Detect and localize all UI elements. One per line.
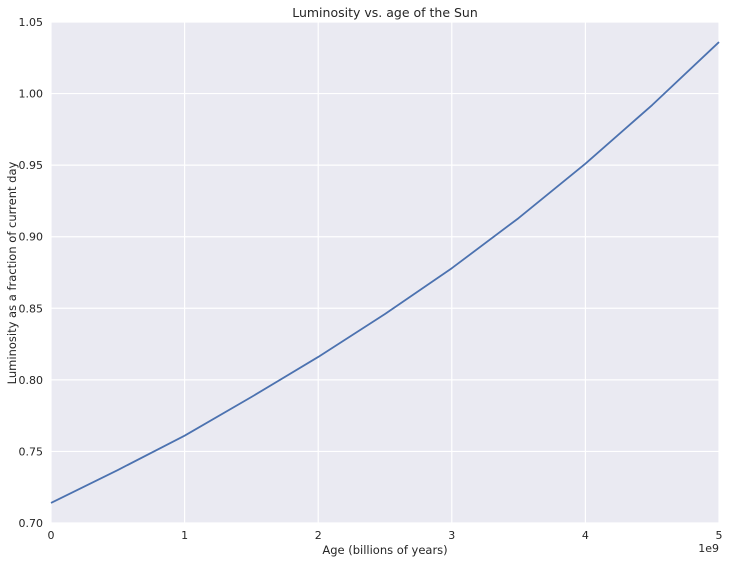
x-tick-label: 2: [315, 529, 322, 542]
y-tick-label: 0.95: [19, 159, 44, 172]
series-layer: [50, 41, 720, 504]
grid-lines: [50, 21, 720, 524]
x-tick-label: 1: [181, 529, 188, 542]
y-axis-label: Luminosity as a fraction of current day: [5, 161, 19, 384]
x-axis-label: Age (billions of years): [322, 543, 447, 557]
x-axis-ticks: 0 1 2 3 4 5: [48, 529, 723, 542]
y-axis-ticks: 0.70 0.75 0.80 0.85 0.90 0.95 1.00 1.05: [19, 16, 44, 530]
y-tick-label: 1.00: [19, 88, 44, 101]
chart-title: Luminosity vs. age of the Sun: [292, 5, 478, 20]
y-tick-label: 0.90: [19, 231, 44, 244]
y-tick-label: 0.80: [19, 374, 44, 387]
y-tick-label: 0.75: [19, 445, 44, 458]
plot-area: [51, 22, 719, 523]
y-tick-label: 0.70: [19, 517, 44, 530]
x-tick-label: 4: [582, 529, 589, 542]
y-tick-label: 0.85: [19, 302, 44, 315]
y-tick-label: 1.05: [19, 16, 44, 29]
x-tick-label: 3: [448, 529, 455, 542]
luminosity-line: [50, 41, 720, 504]
x-tick-label: 5: [716, 529, 723, 542]
x-tick-label: 0: [48, 529, 55, 542]
x-axis-offset-text: 1e9: [698, 542, 719, 555]
